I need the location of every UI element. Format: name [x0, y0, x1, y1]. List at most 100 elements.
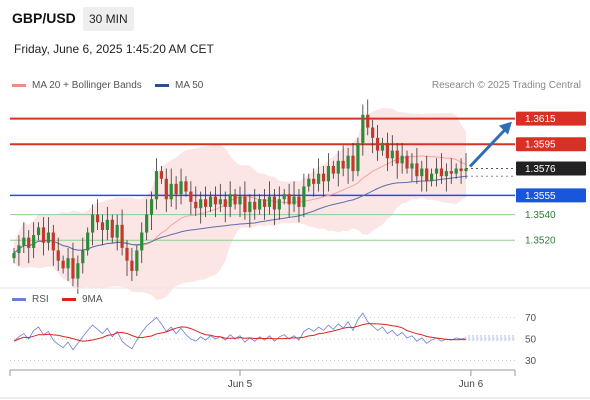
ma50-line: [13, 175, 467, 254]
candle-body: [351, 155, 355, 172]
candle-body: [292, 196, 296, 205]
candle-body: [154, 171, 159, 200]
candle-body: [385, 142, 389, 159]
candle-body: [208, 196, 213, 207]
candle-body: [105, 219, 109, 230]
rsi-tick-label: 30: [525, 356, 537, 367]
candle-body: [86, 232, 90, 251]
candle-body: [444, 171, 448, 177]
candle-body: [194, 201, 198, 209]
level-tag-1.3595: [516, 137, 586, 152]
ma50-swatch-icon: [155, 84, 169, 87]
candle-body: [464, 168, 468, 172]
candle-body: [331, 165, 335, 174]
instrument-title: GBP/USD: [12, 10, 76, 26]
candle-body: [17, 245, 21, 253]
candle-body: [179, 181, 183, 195]
candle-body: [449, 171, 453, 174]
rsi-legend-item-9ma: 9MA: [62, 294, 103, 305]
ma9-legend-label: 9MA: [82, 294, 103, 305]
candle-body: [100, 222, 105, 230]
candle-body: [415, 163, 419, 177]
candle-body: [76, 263, 80, 279]
candle-body: [321, 173, 326, 182]
candle-body: [204, 199, 208, 207]
time-tick-label: Jun 5: [228, 379, 253, 390]
candle-body: [223, 199, 227, 207]
candle-body: [140, 232, 144, 251]
level-tag-1.3576: [516, 161, 586, 176]
level-label-1.3520: 1.3520: [525, 236, 556, 247]
candle-body: [302, 186, 306, 207]
candle-body: [307, 178, 311, 187]
candle-body: [390, 150, 394, 159]
target-arrow-head-icon: [499, 121, 512, 135]
timeframe-badge[interactable]: 30 MIN: [83, 7, 134, 31]
candle-body: [297, 196, 301, 207]
legend-item-bollinger: MA 20 + Bollinger Bands: [12, 80, 142, 91]
candle-body: [61, 260, 65, 269]
candle-body: [395, 150, 399, 164]
level-tag-1.3555: [516, 188, 586, 203]
candle-body: [248, 201, 252, 213]
candle-body: [336, 160, 340, 174]
legend-label-ma50: MA 50: [175, 80, 204, 91]
candle-body: [356, 142, 360, 172]
rsi-swatch-icon: [12, 298, 26, 301]
candle-body: [434, 168, 439, 174]
candle-body: [174, 183, 178, 195]
candle-body: [228, 194, 232, 207]
candle-body: [375, 137, 380, 151]
candle-body: [41, 227, 46, 243]
rsi-legend-item-rsi: RSI: [12, 294, 49, 305]
candle-body: [459, 168, 463, 172]
candle-body: [46, 232, 50, 243]
candle-body: [410, 163, 414, 169]
candle-body: [262, 199, 267, 207]
candle-body: [66, 258, 70, 269]
candle-body: [145, 214, 149, 233]
bollinger-swatch-icon: [12, 84, 26, 87]
candle-body: [22, 237, 26, 246]
candle-body: [199, 199, 203, 209]
copyright-text: Research © 2025 Trading Central: [431, 80, 581, 91]
legend-item-ma50: MA 50: [155, 80, 203, 91]
rsi-line: [13, 312, 467, 351]
time-tick-label: Jun 6: [459, 379, 484, 390]
level-label-1.3540: 1.3540: [525, 210, 556, 221]
rsi-legend-label: RSI: [32, 294, 49, 305]
candle-body: [213, 196, 218, 205]
candle-body: [95, 214, 100, 223]
legend-label-bollinger: MA 20 + Bollinger Bands: [32, 80, 142, 91]
candle-body: [169, 183, 173, 200]
rsi-tick-label: 50: [525, 335, 537, 346]
candle-body: [135, 250, 139, 271]
level-label-1.3595: 1.3595: [525, 140, 556, 151]
candle-body: [110, 219, 114, 238]
candle-body: [420, 168, 424, 177]
candle-body: [346, 155, 350, 169]
candle-body: [81, 250, 85, 264]
candle-body: [125, 247, 129, 261]
candle-body: [253, 201, 257, 210]
candle-body: [400, 155, 404, 164]
candle-body: [430, 173, 434, 182]
candle-body: [233, 194, 237, 205]
candle-body: [243, 196, 247, 213]
candle-body: [189, 191, 193, 202]
candle-body: [164, 178, 168, 200]
candle-body: [287, 194, 291, 205]
candle-body: [439, 168, 444, 177]
candle-body: [51, 232, 55, 251]
candle-body: [130, 260, 134, 271]
candle-body: [425, 168, 429, 182]
candle-body: [12, 253, 16, 259]
candle-body: [120, 224, 124, 248]
candle-body: [282, 194, 286, 200]
ma9-swatch-icon: [62, 298, 76, 301]
candle-body: [380, 142, 385, 151]
candle-body: [115, 224, 119, 238]
candle-body: [267, 196, 272, 207]
candle-body: [371, 127, 375, 138]
